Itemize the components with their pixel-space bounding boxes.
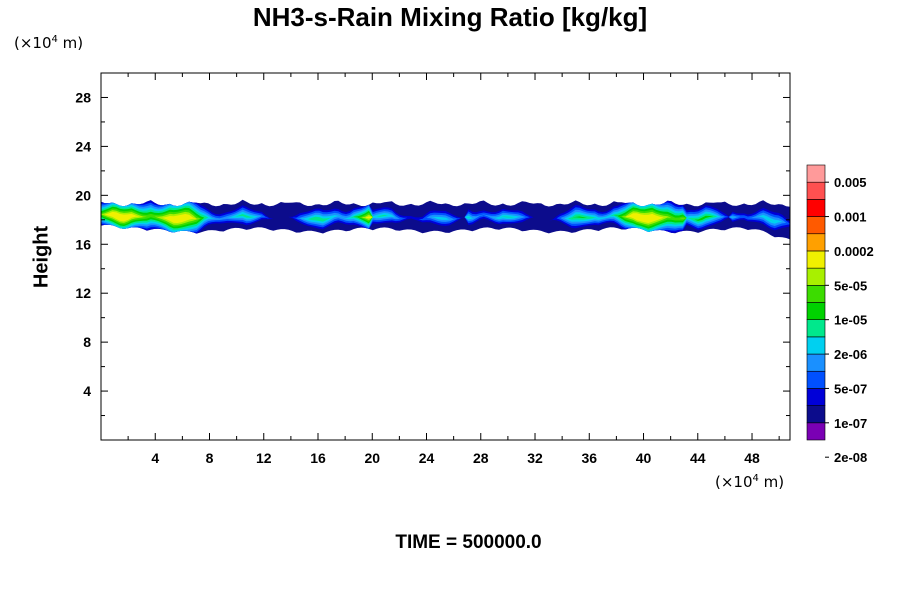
colorbar-swatch: [806, 285, 826, 303]
x-tick-label: 36: [581, 450, 597, 466]
colorbar-swatch: [806, 164, 826, 183]
contour-band-10: [101, 211, 790, 224]
x-tick-label: 48: [744, 450, 760, 466]
y-tick-label: 28: [75, 89, 91, 105]
colorbar-swatch: [806, 267, 826, 286]
colorbar-label: 0.0002: [834, 244, 874, 259]
colorbar-label: 0.005: [834, 175, 867, 190]
x-tick-label: 28: [473, 450, 489, 466]
x-tick-label: 32: [527, 450, 543, 466]
colorbar-swatch: [806, 199, 826, 217]
colorbar-swatch: [806, 302, 826, 320]
colorbar-swatch: [806, 319, 826, 338]
x-tick-label: 40: [636, 450, 652, 466]
colorbar-label: 0.001: [834, 210, 867, 225]
y-tick-label: 12: [75, 285, 91, 301]
chart-title: NH3-s-Rain Mixing Ratio [kg/kg]: [252, 2, 648, 32]
colorbar-swatch: [806, 250, 826, 269]
y-tick-label: 24: [75, 138, 91, 154]
y-tick-label: 4: [83, 383, 91, 399]
contour-band-4: [101, 201, 790, 233]
colorbar-label: 5e-05: [834, 278, 867, 293]
time-label: TIME = 500000.0: [395, 532, 542, 553]
colorbar-label: 5e-07: [834, 381, 867, 396]
y-axis-unit: (×104 m): [14, 34, 84, 52]
plot-frame: [100, 72, 791, 441]
colorbar-label: 2e-08: [834, 450, 867, 465]
colorbar-swatch: [806, 181, 826, 200]
colorbar-swatch: [806, 370, 826, 389]
x-axis-unit: (×104 m): [715, 473, 785, 491]
x-tick-label: 20: [364, 450, 380, 466]
colorbar-swatch: [806, 353, 826, 372]
x-tick-label: 12: [256, 450, 272, 466]
layer-field: [101, 199, 790, 240]
colorbar-swatch: [806, 216, 826, 235]
x-tick-label: 44: [690, 450, 706, 466]
colorbar-swatch: [806, 405, 826, 424]
colorbar-swatch: [806, 336, 826, 355]
x-tick-label: 4: [151, 450, 159, 466]
y-tick-label: 16: [75, 236, 91, 252]
colorbar-swatch: [806, 422, 826, 441]
colorbar-label: 1e-05: [834, 313, 867, 328]
y-tick-label: 20: [75, 187, 91, 203]
colorbar-swatch: [806, 233, 826, 252]
y-tick-label: 8: [83, 334, 91, 350]
x-tick-label: 16: [310, 450, 326, 466]
colorbar-label: 2e-06: [834, 347, 867, 362]
contour-band-5: [101, 203, 790, 233]
x-tick-label: 24: [419, 450, 435, 466]
colorbar-swatch: [806, 388, 826, 406]
colorbar-label: 1e-07: [834, 416, 867, 431]
x-tick-label: 8: [206, 450, 214, 466]
